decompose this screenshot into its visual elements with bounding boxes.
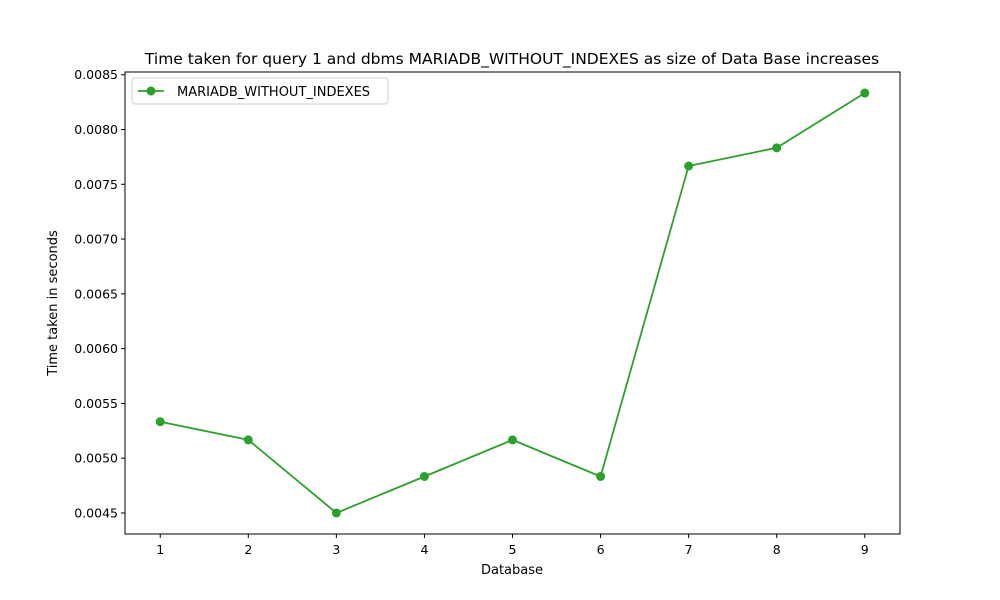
chart-title: Time taken for query 1 and dbms MARIADB_… xyxy=(144,50,879,69)
y-tick-label: 0.0045 xyxy=(74,505,118,520)
x-tick-label: 3 xyxy=(332,542,340,557)
y-tick-label: 0.0080 xyxy=(74,122,118,137)
y-tick-label: 0.0085 xyxy=(74,67,118,82)
x-tick-label: 4 xyxy=(420,542,428,557)
data-point xyxy=(596,471,606,481)
data-point xyxy=(331,508,341,518)
data-point xyxy=(684,161,694,171)
y-tick-label: 0.0060 xyxy=(74,341,118,356)
x-axis-ticks: 1 2 3 4 5 6 7 8 9 xyxy=(156,534,869,557)
y-tick-label: 0.0075 xyxy=(74,177,118,192)
data-point xyxy=(419,471,429,481)
plot-area-frame xyxy=(124,71,901,535)
series-line xyxy=(160,92,866,515)
x-axis-label: Database xyxy=(481,563,543,578)
y-axis-label: Time taken in seconds xyxy=(46,230,61,377)
y-tick-label: 0.0070 xyxy=(74,232,118,247)
y-tick-label: 0.0055 xyxy=(74,396,118,411)
legend-label: MARIADB_WITHOUT_INDEXES xyxy=(177,85,370,100)
data-point xyxy=(243,435,253,445)
x-tick-label: 1 xyxy=(156,542,164,557)
x-tick-label: 2 xyxy=(244,542,252,557)
x-tick-label: 6 xyxy=(597,542,605,557)
series-layer xyxy=(155,88,870,518)
data-point xyxy=(155,417,165,427)
data-point xyxy=(860,88,870,98)
legend-marker xyxy=(146,86,156,96)
x-tick-label: 9 xyxy=(861,542,869,557)
data-point xyxy=(508,435,517,445)
legend: MARIADB_WITHOUT_INDEXES xyxy=(131,77,389,105)
x-tick-label: 8 xyxy=(773,542,781,557)
y-tick-label: 0.0065 xyxy=(74,286,118,301)
y-tick-label: 0.0050 xyxy=(74,451,118,466)
data-point xyxy=(772,143,782,153)
x-tick-label: 5 xyxy=(509,542,517,557)
x-tick-label: 7 xyxy=(685,542,693,557)
legend-box xyxy=(131,77,389,105)
y-axis-ticks: 0.0045 0.0050 0.0055 0.0060 0.0065 0.0070 0.00… xyxy=(74,67,125,520)
